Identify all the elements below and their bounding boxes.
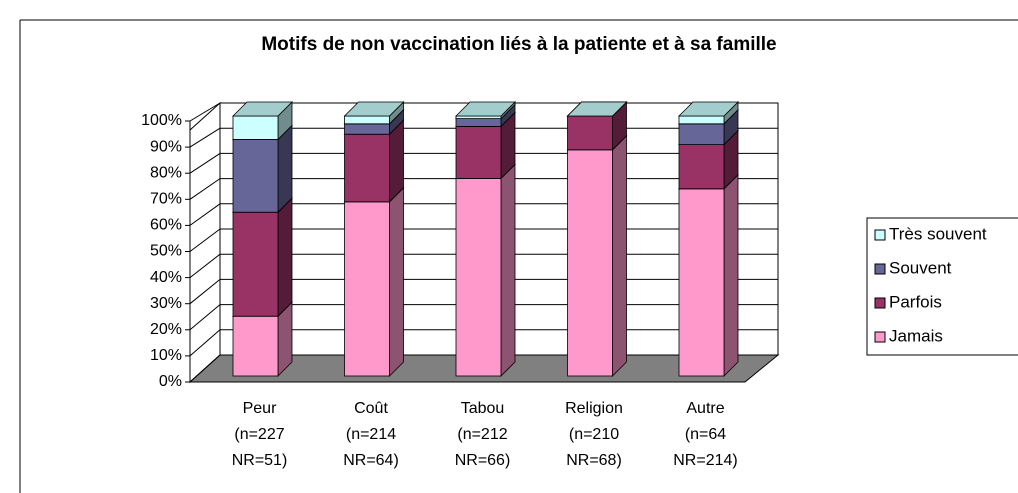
bar-front <box>232 115 279 140</box>
bar-front <box>344 115 390 125</box>
x-tick-label: NR=51) <box>232 452 288 469</box>
bar-side <box>500 163 516 377</box>
bar-top <box>232 101 293 117</box>
bar-side <box>277 197 293 318</box>
bar-side <box>723 173 739 377</box>
bar-front <box>232 138 279 213</box>
bar-front <box>455 126 502 179</box>
chart-title: Motifs de non vaccination liés à la pati… <box>261 34 776 55</box>
bar-side <box>612 134 627 377</box>
y-tick-label: 40% <box>150 269 182 286</box>
x-tick-label: NR=64) <box>343 452 399 469</box>
bar-top <box>678 101 739 117</box>
y-tick-label: 20% <box>150 321 182 338</box>
bar-front <box>678 188 725 377</box>
grid-line <box>189 102 221 122</box>
bar-segment <box>566 101 628 117</box>
legend-swatch <box>874 229 886 241</box>
bar-front <box>344 201 390 377</box>
bar-segment <box>678 173 739 377</box>
bar-segment <box>455 163 516 377</box>
bar-side <box>389 186 404 377</box>
grid-line <box>189 354 221 383</box>
bar-segment <box>232 101 293 141</box>
bar-side <box>277 124 293 214</box>
bar-segment <box>343 119 405 203</box>
bar-front <box>344 123 390 135</box>
bar-segment <box>343 101 405 125</box>
grid-line <box>189 127 221 148</box>
y-tick-label: 90% <box>150 138 182 155</box>
legend-swatch <box>874 263 886 275</box>
legend <box>866 217 1018 356</box>
grid-line <box>189 152 221 174</box>
bar-front <box>567 115 613 151</box>
y-tick-label: 50% <box>150 243 182 260</box>
bar-top <box>343 101 405 117</box>
x-tick-label: (n=212 <box>457 426 507 443</box>
bar-segment <box>343 186 405 377</box>
grid-line <box>189 203 221 226</box>
x-tick-label: NR=68) <box>566 452 622 469</box>
legend-label: Souvent <box>889 258 952 277</box>
bar-front <box>567 149 613 377</box>
x-tick-label: (n=210 <box>569 426 619 443</box>
x-tick-label: (n=227 <box>234 426 284 443</box>
legend-label: Très souvent <box>889 224 987 243</box>
x-tick-label: Coût <box>354 400 388 417</box>
grid-line <box>189 304 221 331</box>
x-tick-label: NR=66) <box>455 452 511 469</box>
x-tick-label: Religion <box>565 400 623 417</box>
legend-label: Jamais <box>889 326 943 345</box>
bar-segment <box>232 197 293 318</box>
grid-line <box>189 329 221 357</box>
x-tick-label: Peur <box>243 400 277 417</box>
bar-top <box>455 101 516 117</box>
x-tick-label: (n=214 <box>346 426 396 443</box>
bar-segment <box>566 134 628 377</box>
bar-segment <box>678 101 739 125</box>
grid-line <box>189 228 221 252</box>
x-tick-label: NR=214) <box>673 452 737 469</box>
legend-swatch <box>874 331 886 343</box>
bar-segment <box>455 101 516 120</box>
y-tick-label: 30% <box>150 295 182 312</box>
bar-front <box>678 115 725 125</box>
bar-front <box>678 144 725 190</box>
legend-swatch <box>874 297 886 309</box>
y-tick-label: 60% <box>150 217 182 234</box>
bar-front <box>455 177 502 377</box>
y-tick-label: 80% <box>150 164 182 181</box>
y-tick-label: 10% <box>150 347 182 364</box>
x-tick-label: Autre <box>686 400 724 417</box>
grid-line <box>189 279 221 305</box>
bar-front <box>455 118 502 127</box>
y-tick-label: 100% <box>141 112 182 129</box>
bar-front <box>232 211 279 317</box>
grid-line <box>189 253 221 278</box>
bar-front <box>232 315 279 377</box>
bar-top <box>566 101 628 117</box>
y-tick-label: 0% <box>159 373 182 390</box>
x-tick-label: Tabou <box>461 400 505 417</box>
grid-line <box>189 178 221 200</box>
y-tick-label: 70% <box>150 191 182 208</box>
bar-front <box>678 123 725 146</box>
legend-label: Parfois <box>889 292 942 311</box>
x-tick-label: (n=64 <box>685 426 726 443</box>
bar-front <box>344 133 390 203</box>
